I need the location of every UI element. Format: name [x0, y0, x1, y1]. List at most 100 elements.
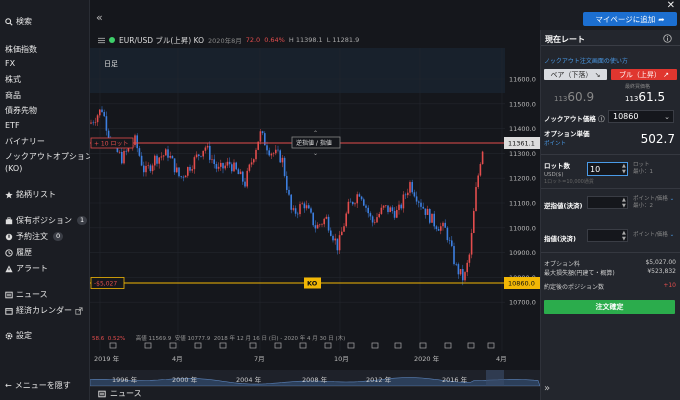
news-event-icon[interactable]	[324, 342, 332, 349]
ko-price-axis-label: 10860.0	[508, 280, 535, 288]
sidebar-item-positions[interactable]: 保有ポジション 1	[5, 215, 88, 226]
candle	[365, 205, 367, 208]
candle	[319, 224, 321, 226]
news-bar[interactable]: ニュース	[90, 386, 540, 400]
candle	[334, 238, 336, 241]
sidebar-item-index[interactable]: 株価指数	[5, 44, 37, 55]
take-profit-input[interactable]	[587, 229, 628, 242]
sidebar-item-label: 経済カレンダー	[16, 306, 72, 315]
candle	[374, 222, 376, 223]
ko-price-select[interactable]: 10860 ⌄	[608, 110, 674, 123]
chart-change-percent: 0.64%	[264, 36, 285, 44]
arrow-up-right-icon: ↗	[663, 70, 670, 79]
double-chevron-right-icon[interactable]: »	[544, 383, 551, 394]
sidebar-item-etf[interactable]: ETF	[5, 121, 20, 130]
take-profit-label: 指値(決済)	[544, 235, 576, 243]
sidebar-item-label: 設定	[16, 331, 32, 340]
sidebar-item-calendar[interactable]: 経済カレンダー	[5, 305, 83, 316]
sidebar-item-label: 商品	[5, 91, 21, 100]
search-button[interactable]: 検索	[5, 16, 32, 27]
sidebar-item-news[interactable]: ニュース	[5, 289, 48, 300]
candle	[325, 216, 328, 219]
ko-help-link[interactable]: ノックアウト注文画面の使い方	[544, 58, 628, 65]
candle	[391, 207, 394, 211]
news-event-icon[interactable]	[109, 342, 117, 349]
lot-input[interactable]: 10	[587, 162, 628, 176]
candle	[107, 130, 110, 139]
confirm-order-button[interactable]: 注文確定	[544, 300, 675, 314]
range-navigator[interactable]: 1996 年 2000 年 2004 年 2008 年 2012 年 2016 年	[90, 370, 540, 386]
y-tick-label: 11000.0	[509, 224, 536, 232]
news-event-icon[interactable]	[487, 342, 495, 349]
chevron-up-icon: ⌃	[313, 130, 318, 137]
news-event-icon[interactable]	[194, 342, 202, 349]
candle	[255, 149, 257, 160]
chevron-down-icon[interactable]: ⌄	[669, 196, 675, 202]
hide-menu-button[interactable]: ← メニューを隠す	[5, 380, 71, 391]
news-event-icon[interactable]	[144, 342, 152, 349]
y-tick-label: 11500.0	[509, 100, 536, 108]
sidebar-item-settings[interactable]: 設定	[5, 330, 32, 341]
news-event-icon[interactable]	[274, 342, 282, 349]
news-event-icon[interactable]	[467, 342, 475, 349]
candle	[270, 153, 273, 156]
news-event-icon[interactable]	[169, 342, 177, 349]
max-loss-label: 最大損失額(円建て・概算)	[544, 270, 615, 277]
close-icon[interactable]: ✕	[666, 0, 675, 11]
add-to-mypage-button[interactable]: マイページに追加 ➦	[583, 12, 677, 26]
candle	[299, 204, 301, 215]
limit-decrement[interactable]: ▼	[622, 236, 626, 242]
news-event-icon[interactable]	[371, 342, 379, 349]
news-event-icon[interactable]	[249, 342, 257, 349]
chevron-down-icon[interactable]: ⌄	[669, 232, 675, 238]
candle	[477, 175, 479, 188]
news-event-icon[interactable]	[419, 342, 427, 349]
lot-increment[interactable]: ▲	[622, 163, 626, 169]
timeframe-label[interactable]: 日足	[104, 60, 118, 68]
stop-loss-input[interactable]	[587, 196, 628, 209]
sidebar-item-alerts[interactable]: アラート	[5, 263, 48, 274]
drag-handle-icon[interactable]	[98, 37, 105, 44]
sidebar-item-knockout-option[interactable]: ノックアウトオプション(KO)	[5, 152, 93, 173]
candle	[169, 155, 171, 158]
sidebar-item-orders[interactable]: 予約注文 0	[5, 231, 64, 242]
candle	[220, 162, 222, 167]
ko-tag: KO	[307, 280, 318, 288]
arrow-down-right-icon: ↘	[594, 70, 601, 79]
range-label: 2004 年	[236, 375, 262, 384]
stop-increment[interactable]: ▲	[622, 197, 626, 203]
lot-decrement[interactable]: ▼	[622, 169, 626, 175]
info-icon[interactable]	[663, 34, 672, 43]
news-event-icon[interactable]	[347, 342, 355, 349]
bull-button[interactable]: ブル（上昇） ↗	[611, 69, 677, 80]
candle	[118, 152, 121, 153]
candle	[343, 226, 345, 232]
external-link-icon	[75, 306, 83, 315]
sidebar-item-watchlist[interactable]: 銘柄リスト	[5, 189, 56, 200]
lot-size-note: 1ロット=10,000通貨	[544, 179, 594, 185]
news-event-icon[interactable]	[394, 342, 402, 349]
double-chevron-left-icon[interactable]: «	[96, 11, 103, 24]
news-event-icon[interactable]	[219, 342, 227, 349]
sidebar-item-binary[interactable]: バイナリー	[5, 136, 45, 147]
limit-increment[interactable]: ▲	[622, 230, 626, 236]
stop-decrement[interactable]: ▼	[622, 203, 626, 209]
sidebar-item-stocks[interactable]: 株式	[5, 74, 21, 85]
price-chart[interactable]: + 10 ロット 逆指値 / 指値 ⌃ ⌄ -$5,027 KO 11600.0…	[90, 48, 540, 370]
gear-icon	[5, 332, 13, 339]
panel-title[interactable]: 現在レート	[545, 35, 585, 44]
position-lot-label: + 10 ロット	[94, 141, 128, 148]
stop-loss-label: 逆指値(決済)	[544, 202, 583, 210]
candle	[330, 230, 332, 236]
info-icon[interactable]: ⓘ	[598, 115, 605, 123]
news-event-icon[interactable]	[444, 342, 452, 349]
sidebar-item-history[interactable]: 履歴	[5, 247, 32, 258]
sidebar-item-bond-futures[interactable]: 債券先物	[5, 105, 37, 116]
candle	[275, 149, 277, 154]
sidebar-item-commodities[interactable]: 商品	[5, 90, 21, 101]
news-event-icon[interactable]	[299, 342, 307, 349]
stop-limit-handle[interactable]: 逆指値 / 指値 ⌃ ⌄	[291, 130, 341, 157]
lot-hint-min: 最小：1	[633, 169, 653, 175]
sidebar-item-fx[interactable]: FX	[5, 59, 15, 68]
bear-button[interactable]: ベア（下落） ↘	[544, 69, 607, 80]
